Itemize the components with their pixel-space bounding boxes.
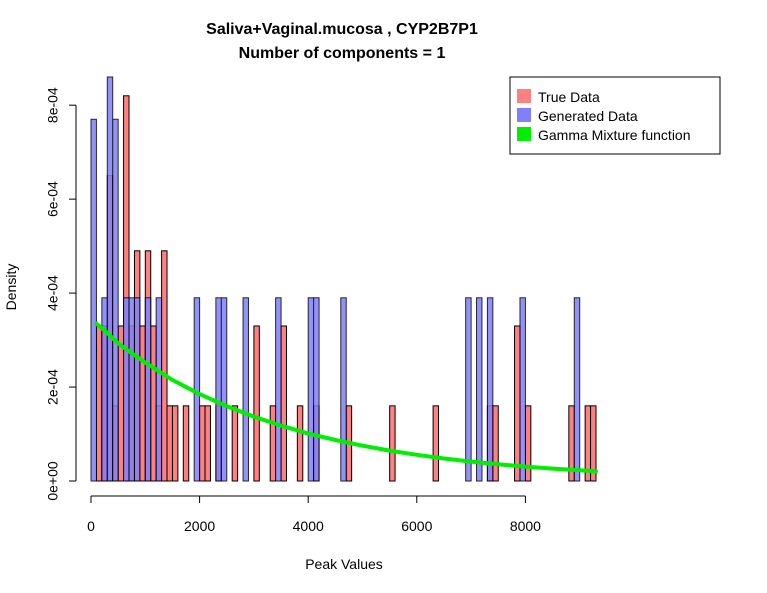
true-data-bar-30 — [514, 325, 521, 482]
true-data-bar-17 — [204, 405, 211, 482]
generated-data-bar-2 — [106, 76, 114, 482]
true-data-bar-22 — [280, 325, 287, 482]
generated-data-bar-1 — [101, 297, 108, 482]
legend-swatch-true-data — [517, 89, 531, 103]
true-data-bar-0 — [95, 325, 103, 482]
generated-data-bar-19 — [486, 297, 494, 482]
x-axis-label: Peak Values — [305, 556, 383, 572]
generated-data-bar-12 — [242, 297, 249, 482]
x-tick-label-1: 2000 — [184, 518, 215, 534]
true-data-bar-21 — [269, 405, 277, 482]
gamma-mixture-curve — [94, 321, 598, 474]
generated-data-bar-10 — [215, 297, 222, 482]
true-data-bar-4 — [117, 325, 125, 482]
y-axis-label: Density — [3, 264, 19, 311]
generated-data-bar-5 — [128, 297, 135, 482]
legend-label-generated-data: Generated Data — [538, 108, 638, 124]
true-data-bar-26 — [389, 405, 396, 482]
true-data-bar-10 — [150, 325, 157, 482]
true-data-bar-14 — [171, 405, 179, 482]
legend-box — [509, 76, 721, 155]
legend-swatch-generated-data — [517, 108, 531, 122]
y-tick-label-3: 6e-04 — [45, 181, 61, 217]
y-tick-label-2: 4e-04 — [45, 275, 61, 311]
generated-data-bar-14 — [307, 297, 315, 482]
true-data-bar-27 — [432, 405, 440, 482]
true-data-bar-12 — [161, 250, 168, 482]
chart-title: Saliva+Vaginal.mucosa , CYP2B7P1 — [206, 21, 478, 38]
true-data-bar-31 — [524, 405, 532, 482]
generated-data-bar-8 — [155, 297, 163, 482]
generated-data-bar-0 — [90, 118, 97, 482]
generated-data-bar-13 — [275, 297, 282, 482]
true-data-bar-23 — [296, 405, 304, 482]
true-data-bar-16 — [199, 405, 206, 482]
generated-data-bar-9 — [193, 297, 201, 482]
true-data-bar-34 — [590, 405, 597, 482]
y-axis: 0e+00 2e-04 4e-04 6e-04 8e-04 — [45, 87, 77, 501]
x-tick-label-0: 0 — [87, 518, 95, 534]
true-data-bar-29 — [492, 405, 499, 482]
generated-data-bar-20 — [519, 297, 526, 482]
true-data-bar-13 — [166, 405, 173, 482]
true-data-bar-8 — [139, 325, 146, 482]
generated-data-bar-21 — [573, 297, 581, 482]
legend-label-true-data: True Data — [538, 89, 600, 105]
generated-data-bar-18 — [476, 297, 483, 482]
x-tick-label-2: 4000 — [293, 518, 324, 534]
x-tick-label-4: 8000 — [510, 518, 541, 534]
generated-data-bar-7 — [144, 297, 152, 482]
generated-data-bar-6 — [133, 297, 141, 482]
true-data-bar-19 — [231, 405, 239, 482]
generated-data-bar-3 — [112, 118, 119, 482]
generated-data-bar-17 — [465, 297, 472, 482]
generated-data-bar-4 — [123, 297, 130, 482]
generated-data-bar-15 — [313, 297, 320, 482]
chart-subtitle: Number of components = 1 — [239, 45, 446, 62]
gamma-curve-layer — [94, 321, 598, 474]
legend: True Data Generated Data Gamma Mixture f… — [509, 76, 721, 155]
legend-label-gamma-mixture: Gamma Mixture function — [538, 127, 691, 143]
y-tick-label-1: 2e-04 — [45, 369, 61, 405]
generated-data-bars — [90, 76, 581, 482]
y-tick-label-4: 8e-04 — [45, 87, 61, 123]
x-tick-label-3: 6000 — [401, 518, 432, 534]
generated-data-bar-11 — [220, 297, 228, 482]
y-tick-label-0: 0e+00 — [45, 461, 61, 501]
x-axis: 0 2000 4000 6000 8000 — [87, 495, 541, 534]
true-data-bar-15 — [182, 405, 190, 482]
legend-swatch-gamma-mixture — [517, 127, 531, 141]
generated-data-bar-16 — [340, 297, 347, 482]
true-data-bar-20 — [253, 325, 260, 482]
